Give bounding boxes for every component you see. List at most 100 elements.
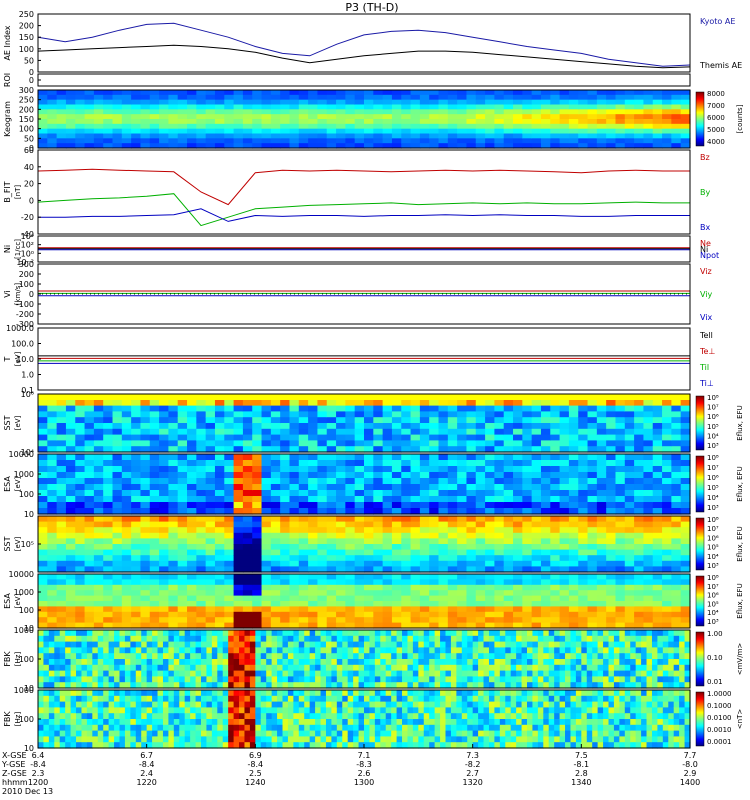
heatmap-cell <box>255 647 262 654</box>
heatmap-cell <box>190 635 197 643</box>
heatmap-cell <box>317 133 328 139</box>
heatmap-cell <box>317 446 328 453</box>
heatmap-cell <box>382 527 393 534</box>
heatmap-cell <box>475 138 486 144</box>
heatmap-cell <box>382 123 393 130</box>
heatmap-cell <box>112 446 123 453</box>
heatmap-cell <box>457 549 468 556</box>
heatmap-cell <box>550 595 561 602</box>
heatmap-cell <box>308 460 319 467</box>
heatmap-cell <box>434 659 441 666</box>
heatmap-cell <box>168 566 179 573</box>
heatmap-cell <box>457 538 468 545</box>
heatmap-cell <box>146 641 153 648</box>
heatmap-cell <box>568 138 579 144</box>
heatmap-cell <box>233 595 244 602</box>
heatmap-cell <box>578 440 589 447</box>
heatmap-cell <box>401 90 412 96</box>
heatmap-cell <box>131 560 142 567</box>
heatmap-cell <box>652 94 663 101</box>
heatmap-cell <box>354 478 365 485</box>
heatmap-cell <box>228 682 235 689</box>
heatmap-cell <box>382 595 393 602</box>
series-line <box>38 208 690 222</box>
heatmap-cell <box>298 417 309 424</box>
heatmap-cell <box>320 647 327 654</box>
colorbar-label: Eflux, EFU <box>736 405 744 440</box>
heatmap-cell <box>75 527 86 534</box>
heatmap-cell <box>187 490 197 497</box>
heatmap-cell <box>483 647 490 654</box>
legend-entry: By <box>700 188 710 197</box>
heatmap-cell <box>289 532 300 539</box>
legend-entry: Vix <box>700 313 713 322</box>
heatmap-cell <box>429 128 440 135</box>
heatmap-cell <box>214 411 225 418</box>
heatmap-cell <box>289 502 300 509</box>
heatmap-cell <box>270 595 281 602</box>
heatmap-cell <box>364 466 374 473</box>
heatmap-cell <box>177 133 188 139</box>
heatmap-cell <box>457 454 468 461</box>
heatmap-cell <box>373 440 384 447</box>
heatmap-cell <box>466 143 477 149</box>
heatmap-cell <box>570 647 577 654</box>
heatmap-cell <box>205 128 216 135</box>
heatmap-cell <box>503 133 514 139</box>
heatmap-cell <box>121 399 132 407</box>
heatmap-cell <box>680 99 691 106</box>
heatmap-cell <box>326 405 337 412</box>
heatmap-cell <box>149 104 160 110</box>
heatmap-cell <box>140 423 151 430</box>
heatmap-cell <box>168 617 179 624</box>
heatmap-cell <box>680 466 691 473</box>
heatmap-cell <box>131 104 142 110</box>
heatmap-cell <box>159 466 169 473</box>
heatmap-cell <box>84 399 95 407</box>
heatmap-cell <box>177 611 188 618</box>
heatmap-cell <box>457 123 468 130</box>
heatmap-cell <box>114 676 121 683</box>
heatmap-cell <box>244 676 251 683</box>
heatmap-cell <box>130 664 137 672</box>
heatmap-cell <box>624 566 635 573</box>
heatmap-cell <box>385 664 392 672</box>
heatmap-cell <box>643 601 654 607</box>
heatmap-cell <box>634 114 645 120</box>
heatmap-cell <box>38 555 48 562</box>
heatmap-cell <box>97 682 104 689</box>
heatmap-cell <box>206 676 213 683</box>
heatmap-cell <box>401 138 412 144</box>
heatmap-cell <box>354 133 365 139</box>
heatmap-cell <box>242 472 253 479</box>
heatmap-cell <box>93 90 104 96</box>
heatmap-cell <box>540 584 551 591</box>
heatmap-cell <box>438 114 449 120</box>
heatmap-cell <box>336 566 346 573</box>
heatmap-cell <box>336 682 343 689</box>
heatmap-cell <box>568 601 579 607</box>
heatmap-cell <box>396 647 403 654</box>
heatmap-cell <box>596 99 607 106</box>
heatmap-cell <box>112 549 123 556</box>
heatmap-cell <box>382 99 393 106</box>
heatmap-cell <box>382 584 393 591</box>
heatmap-cell <box>205 584 216 591</box>
heatmap-cell <box>177 405 188 412</box>
heatmap-cell <box>331 641 338 648</box>
y-tick-label: 10000 <box>9 570 34 579</box>
heatmap-cell <box>662 490 672 497</box>
heatmap-cell <box>354 128 365 135</box>
heatmap-cell <box>149 90 160 96</box>
heatmap-cell <box>75 574 86 580</box>
heatmap-cell <box>540 484 551 491</box>
heatmap-cell <box>513 538 523 545</box>
heatmap-cell <box>233 527 244 534</box>
heatmap-cell <box>130 630 137 637</box>
heatmap-cell <box>494 641 501 648</box>
heatmap-cell <box>242 532 253 539</box>
heatmap-cell <box>619 641 626 648</box>
heatmap-cell <box>353 653 360 660</box>
heatmap-cell <box>65 544 76 551</box>
heatmap-cell <box>242 109 253 115</box>
